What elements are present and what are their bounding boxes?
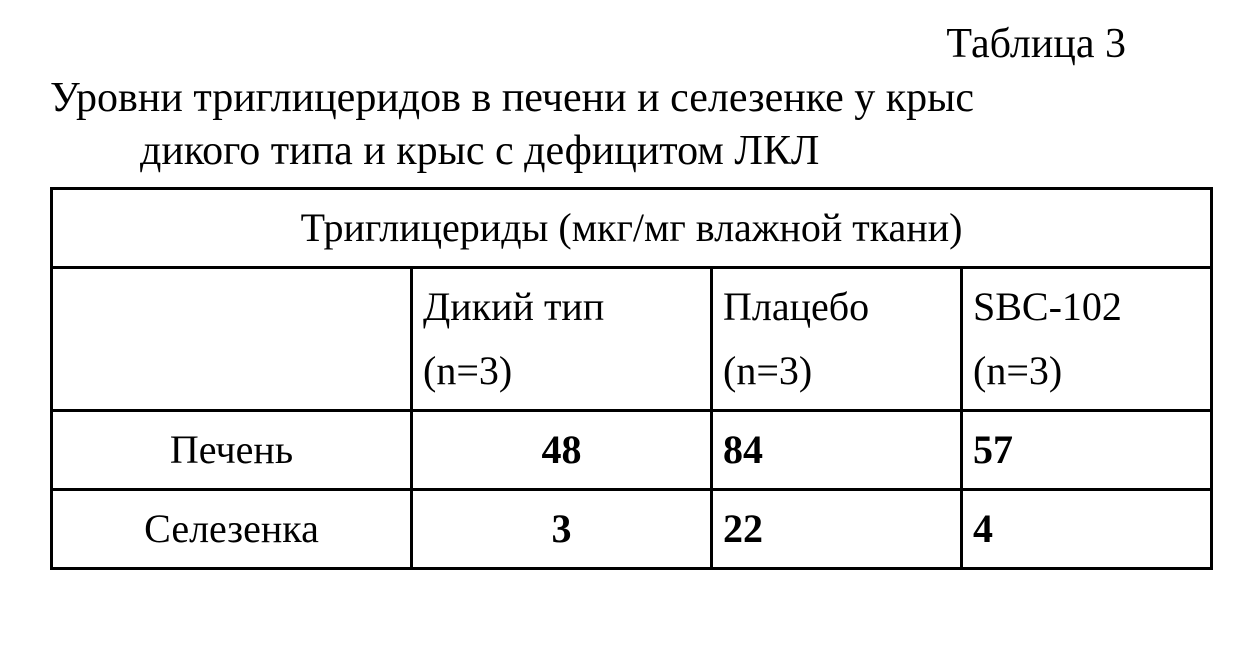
cell-liver-wildtype: 48 — [412, 411, 712, 490]
column-header-sbc102: SBC-102 (n=3) — [962, 268, 1212, 411]
table-title-cell: Триглицериды (мкг/мг влажной ткани) — [52, 189, 1212, 268]
table-row: Селезенка 3 22 4 — [52, 490, 1212, 569]
cell-spleen-wildtype: 3 — [412, 490, 712, 569]
triglyceride-table: Триглицериды (мкг/мг влажной ткани) Дики… — [50, 187, 1213, 570]
table-caption: Уровни триглицеридов в печени и селезенк… — [50, 72, 1186, 177]
cell-spleen-placebo: 22 — [712, 490, 962, 569]
cell-liver-placebo: 84 — [712, 411, 962, 490]
column-header-sub: (n=3) — [973, 348, 1062, 393]
page-root: Таблица 3 Уровни триглицеридов в печени … — [0, 0, 1246, 570]
column-header-row: Дикий тип (n=3) Плацебо (n=3) SBC-102 (n… — [52, 268, 1212, 411]
column-header-label: Дикий тип — [423, 284, 604, 329]
row-label-liver: Печень — [52, 411, 412, 490]
column-header-wildtype: Дикий тип (n=3) — [412, 268, 712, 411]
table-row: Печень 48 84 57 — [52, 411, 1212, 490]
cell-liver-sbc102: 57 — [962, 411, 1212, 490]
table-title-row: Триглицериды (мкг/мг влажной ткани) — [52, 189, 1212, 268]
table-number-label: Таблица 3 — [40, 20, 1206, 68]
column-header-label: SBC-102 — [973, 284, 1122, 329]
column-header-label: Плацебо — [723, 284, 869, 329]
column-header-blank — [52, 268, 412, 411]
column-header-sub: (n=3) — [723, 348, 812, 393]
column-header-sub: (n=3) — [423, 348, 512, 393]
caption-line-2: дикого типа и крыс с дефицитом ЛКЛ — [50, 125, 1186, 178]
row-label-spleen: Селезенка — [52, 490, 412, 569]
column-header-placebo: Плацебо (n=3) — [712, 268, 962, 411]
caption-line-1: Уровни триглицеридов в печени и селезенк… — [50, 75, 974, 121]
cell-spleen-sbc102: 4 — [962, 490, 1212, 569]
